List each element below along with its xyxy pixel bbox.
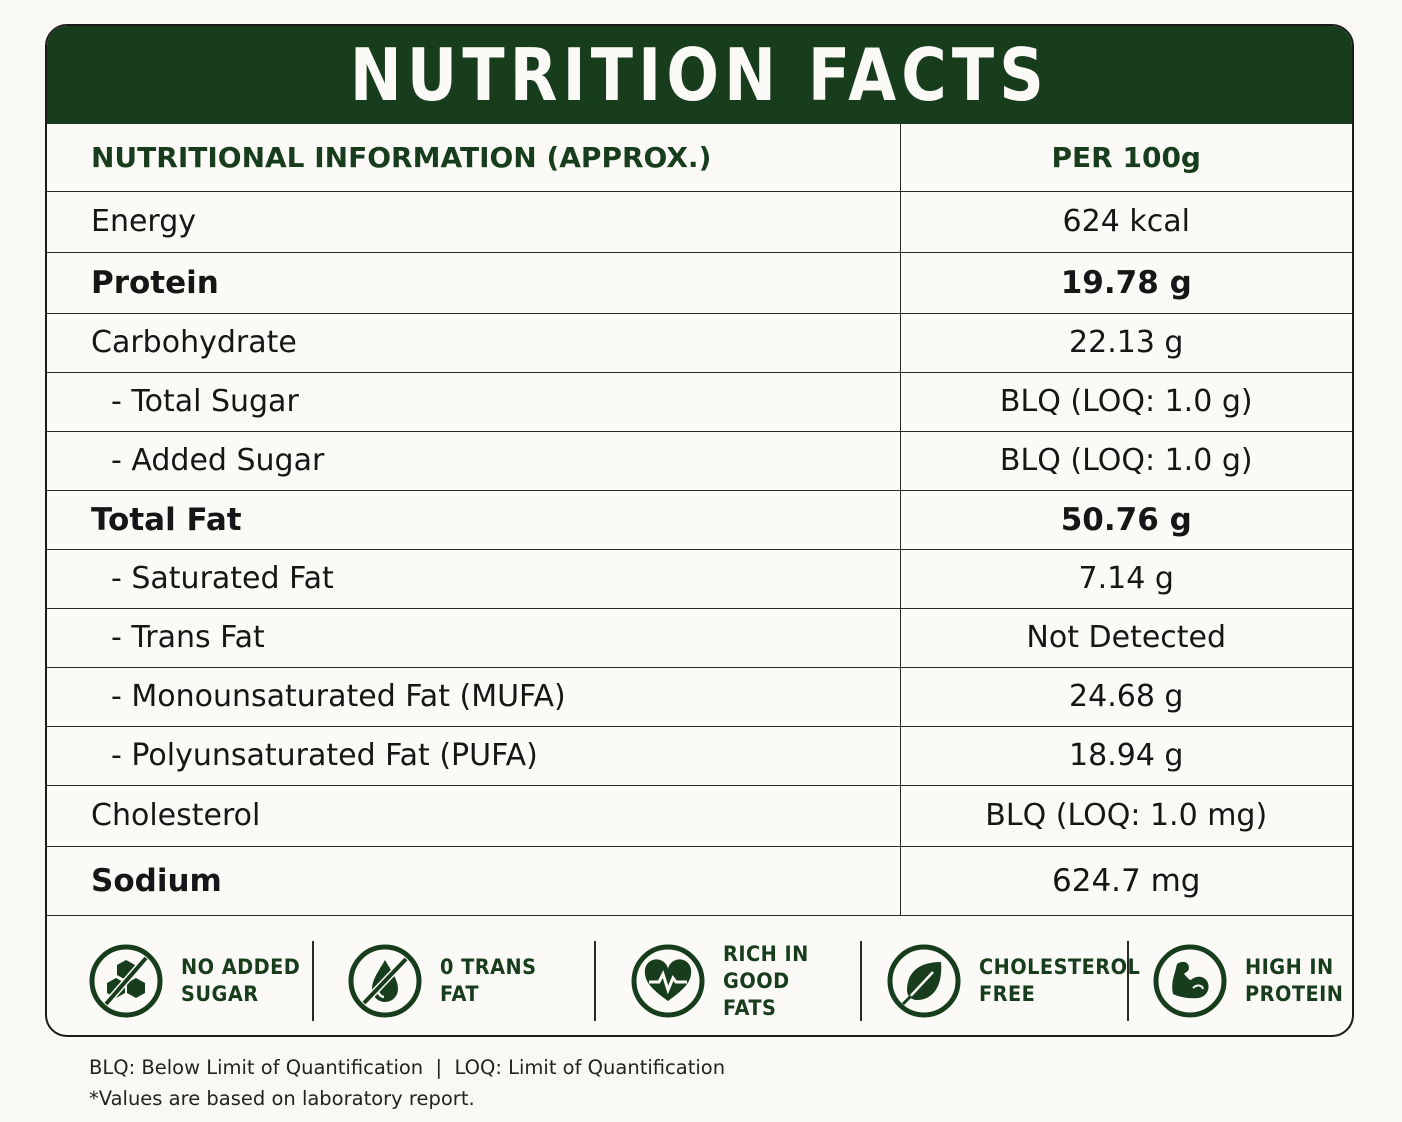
footnote-source: *Values are based on laboratory report. <box>89 1087 475 1110</box>
badge-label: 0 TRANS <box>439 955 537 979</box>
table-row: Carbohydrate 22.13 g <box>47 312 1352 372</box>
badge-no-added-sugar: NO ADDED SUGAR <box>89 941 312 1021</box>
divider <box>860 941 863 1021</box>
row-value: 22.13 g <box>899 312 1352 372</box>
row-name: Carbohydrate <box>47 312 900 372</box>
row-value: 624.7 mg <box>899 845 1352 915</box>
row-value: 18.94 g <box>899 725 1352 785</box>
row-name: Protein <box>47 251 900 313</box>
badge-label: FAT <box>439 982 479 1006</box>
badge-strip: NO ADDED SUGAR 0 TRANS FAT RICH IN GOOD FAT… <box>47 915 1352 1035</box>
row-name: Total Fat <box>47 489 900 549</box>
row-value: 24.68 g <box>899 666 1352 726</box>
row-value: Not Detected <box>899 607 1352 667</box>
badge-label: SUGAR <box>181 982 259 1006</box>
badge-high-in-protein: HIGH IN PROTEIN <box>1129 941 1352 1021</box>
row-name: Energy <box>47 190 900 252</box>
header-name: NUTRITIONAL INFORMATION (APPROX.) <box>91 140 712 174</box>
row-value: BLQ (LOQ: 1.0 g) <box>899 371 1352 431</box>
row-name: - Trans Fat <box>47 607 900 667</box>
no-trans-fat-icon <box>348 944 422 1018</box>
badge-rich-in-good-fats: RICH IN GOOD FATS <box>596 941 860 1021</box>
row-value: BLQ (LOQ: 1.0 g) <box>899 430 1352 490</box>
table-row: - Added Sugar BLQ (LOQ: 1.0 g) <box>47 430 1352 490</box>
nutrition-table: NUTRITIONAL INFORMATION (APPROX.) PER 10… <box>47 124 1352 915</box>
row-name: - Added Sugar <box>47 430 900 490</box>
title-banner: NUTRITION FACTS <box>47 26 1352 124</box>
footnote-abbreviations: BLQ: Below Limit of Quantification | LOQ… <box>89 1056 726 1079</box>
row-value: BLQ (LOQ: 1.0 mg) <box>899 784 1352 846</box>
table-header-row: NUTRITIONAL INFORMATION (APPROX.) PER 10… <box>47 124 1352 191</box>
leaf-icon <box>887 944 961 1018</box>
muscle-icon <box>1153 944 1227 1018</box>
row-value: 7.14 g <box>899 548 1352 608</box>
divider <box>312 941 314 1021</box>
badge-label: CHOLESTEROL <box>979 955 1141 979</box>
badge-zero-trans-fat: 0 TRANS FAT <box>314 941 594 1021</box>
badge-label: FREE <box>979 982 1036 1006</box>
badge-label: GOOD FATS <box>723 968 790 1020</box>
badge-label: PROTEIN <box>1245 982 1344 1006</box>
row-name: Cholesterol <box>47 784 900 846</box>
footnotes: BLQ: Below Limit of Quantification | LOQ… <box>89 1052 725 1114</box>
badge-cholesterol-free: CHOLESTEROL FREE <box>862 941 1140 1021</box>
table-row: Sodium 624.7 mg <box>47 845 1352 915</box>
divider <box>1127 941 1129 1021</box>
table-row: - Saturated Fat 7.14 g <box>47 548 1352 608</box>
row-name: Sodium <box>47 845 900 915</box>
page-title: NUTRITION FACTS <box>349 33 1050 117</box>
no-sugar-icon <box>89 944 163 1018</box>
row-name: - Monounsaturated Fat (MUFA) <box>47 666 900 726</box>
row-name: - Saturated Fat <box>47 548 900 608</box>
badge-label: HIGH IN <box>1245 955 1334 979</box>
table-row: - Trans Fat Not Detected <box>47 607 1352 667</box>
table-row: Total Fat 50.76 g <box>47 489 1352 549</box>
divider <box>594 941 597 1021</box>
nutrition-card: NUTRITION FACTS NUTRITIONAL INFORMATION … <box>45 24 1354 1037</box>
header-value: PER 100g <box>899 124 1352 191</box>
table-row: - Monounsaturated Fat (MUFA) 24.68 g <box>47 666 1352 726</box>
row-name: - Polyunsaturated Fat (PUFA) <box>47 725 900 785</box>
table-row: - Total Sugar BLQ (LOQ: 1.0 g) <box>47 371 1352 431</box>
heart-icon <box>631 944 705 1018</box>
row-value: 624 kcal <box>899 190 1352 252</box>
table-row: Energy 624 kcal <box>47 190 1352 252</box>
table-row: - Polyunsaturated Fat (PUFA) 18.94 g <box>47 725 1352 785</box>
row-value: 19.78 g <box>899 251 1352 313</box>
table-row: Cholesterol BLQ (LOQ: 1.0 mg) <box>47 784 1352 846</box>
row-value: 50.76 g <box>899 489 1352 549</box>
table-row: Protein 19.78 g <box>47 251 1352 313</box>
badge-label: RICH IN <box>723 941 809 966</box>
row-name: - Total Sugar <box>47 371 900 431</box>
badge-label: NO ADDED <box>181 955 301 979</box>
